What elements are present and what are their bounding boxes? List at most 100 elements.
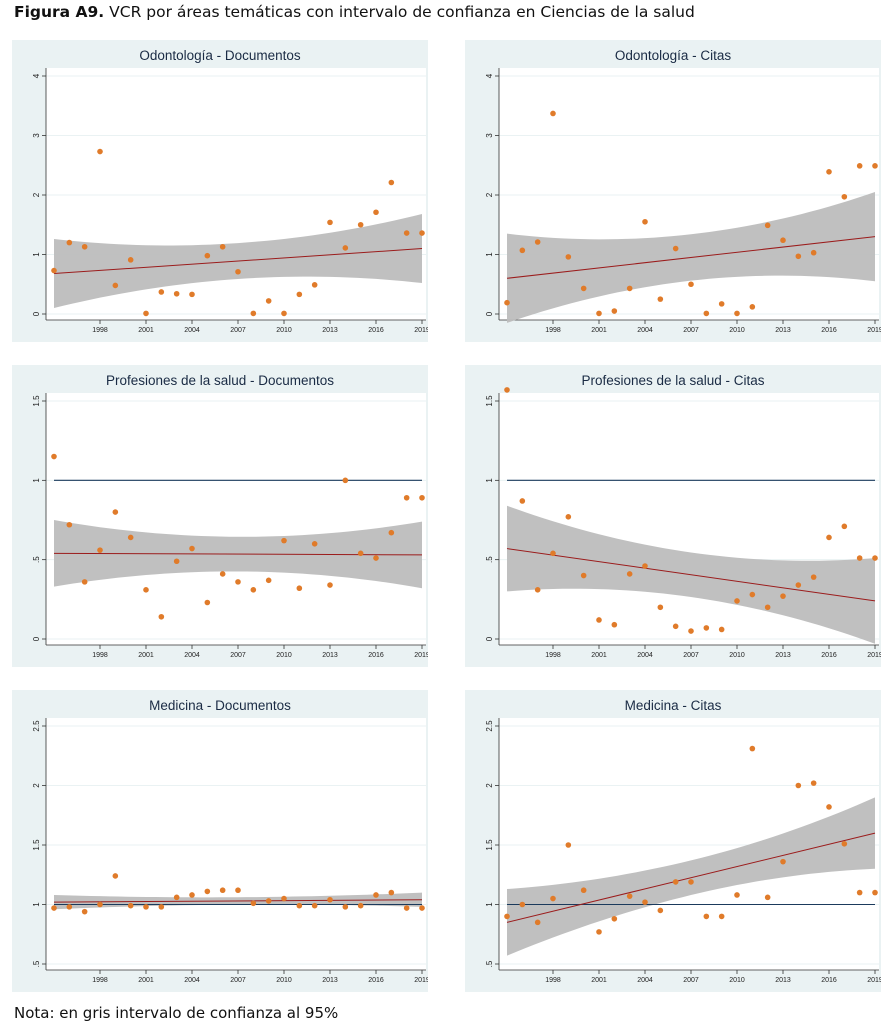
x-tick-label: 2013 (322, 977, 338, 984)
data-point (826, 168, 832, 175)
chart-panel-1: Odontología - Citas 0 1 2 3 4 1998 2001 2004 2007… (465, 40, 881, 342)
y-tick-label: 2 (485, 783, 494, 788)
data-point (596, 617, 602, 623)
x-tick-label: 2010 (276, 327, 292, 334)
data-point (534, 919, 541, 926)
data-point (327, 896, 333, 903)
x-tick-label: 2004 (637, 977, 653, 984)
data-point (311, 902, 318, 909)
y-tick-label: 1 (32, 252, 41, 257)
x-tick-label: 2001 (591, 652, 607, 659)
data-point (235, 887, 241, 894)
y-tick-label: 0 (485, 636, 494, 641)
chart-svg: Medicina - Documentos .5 1 1.5 2 2.5 1998 2001 2… (32, 698, 428, 984)
data-point (580, 887, 587, 894)
data-point (565, 514, 572, 520)
data-point (764, 894, 771, 901)
data-point (672, 879, 679, 885)
x-tick-label: 2019 (414, 977, 428, 984)
data-point (158, 904, 165, 910)
data-point (66, 904, 73, 910)
data-point (749, 304, 756, 310)
x-tick-label: 2001 (591, 327, 607, 334)
data-point (657, 907, 664, 914)
data-point (173, 558, 180, 565)
data-point (373, 555, 379, 561)
data-point (810, 780, 817, 786)
data-point (51, 905, 57, 911)
data-point (342, 477, 349, 484)
fit-line (506, 236, 876, 279)
data-point (311, 541, 318, 547)
data-point (143, 587, 149, 593)
x-tick-label: 2001 (138, 652, 154, 659)
data-point (734, 892, 740, 898)
data-point (158, 289, 165, 295)
data-point (826, 804, 832, 810)
data-point (764, 604, 771, 611)
data-point (642, 218, 648, 225)
data-point (519, 901, 526, 908)
data-point (565, 842, 572, 848)
y-tick-label: 3 (32, 133, 41, 138)
y-tick-label: .5 (32, 960, 41, 967)
data-point (504, 299, 510, 306)
data-point (66, 521, 73, 528)
data-point (403, 905, 410, 911)
data-point (504, 387, 510, 393)
data-point (780, 237, 786, 244)
data-point (281, 537, 287, 544)
x-tick-label: 2013 (775, 652, 791, 659)
chart-panel-2: Profesiones de la salud - Documentos 0 .5 1… (12, 365, 428, 667)
data-point (235, 268, 241, 275)
x-tick-label: 2010 (276, 977, 292, 984)
data-point (342, 245, 349, 251)
data-point (872, 889, 878, 896)
data-point (250, 900, 257, 907)
data-point (611, 621, 618, 628)
data-point (534, 587, 541, 593)
y-tick-label: 1 (485, 252, 494, 257)
data-point (872, 163, 878, 169)
data-point (550, 895, 556, 902)
data-point (112, 282, 119, 289)
data-point (388, 889, 395, 896)
data-point (173, 894, 180, 901)
data-point (780, 858, 786, 865)
y-tick-label: 4 (32, 73, 41, 78)
y-tick-label: 2 (485, 192, 494, 197)
data-point (204, 252, 211, 259)
fit-line (506, 832, 876, 923)
data-point (657, 296, 664, 302)
data-point (672, 245, 679, 252)
data-point (158, 613, 165, 620)
figure-title: Figura A9. VCR por áreas temáticas con i… (14, 3, 695, 21)
data-point (550, 550, 556, 557)
data-point (81, 908, 88, 915)
data-point (672, 623, 679, 630)
x-tick-label: 2004 (184, 652, 200, 659)
data-point (626, 893, 633, 899)
data-point (403, 230, 410, 236)
data-point (373, 209, 379, 216)
data-point (642, 563, 648, 569)
chart-title: Medicina - Documentos (149, 698, 291, 713)
x-tick-label: 2004 (184, 327, 200, 334)
x-tick-label: 2007 (230, 652, 246, 659)
data-point (403, 494, 410, 501)
data-point (795, 582, 802, 588)
y-tick-label: 4 (485, 73, 494, 78)
data-point (327, 219, 333, 226)
data-point (219, 571, 226, 577)
data-point (856, 889, 863, 896)
chart-title: Medicina - Citas (625, 698, 722, 713)
y-tick-label: 0 (32, 311, 41, 316)
chart-svg: Profesiones de la salud - Documentos 0 .5 1… (32, 373, 428, 659)
y-tick-label: .5 (32, 556, 41, 563)
data-point (97, 547, 103, 553)
y-tick-label: 2 (32, 192, 41, 197)
data-point (642, 899, 648, 905)
x-tick-label: 2016 (368, 652, 384, 659)
fit-line (53, 248, 423, 275)
data-point (189, 291, 195, 298)
